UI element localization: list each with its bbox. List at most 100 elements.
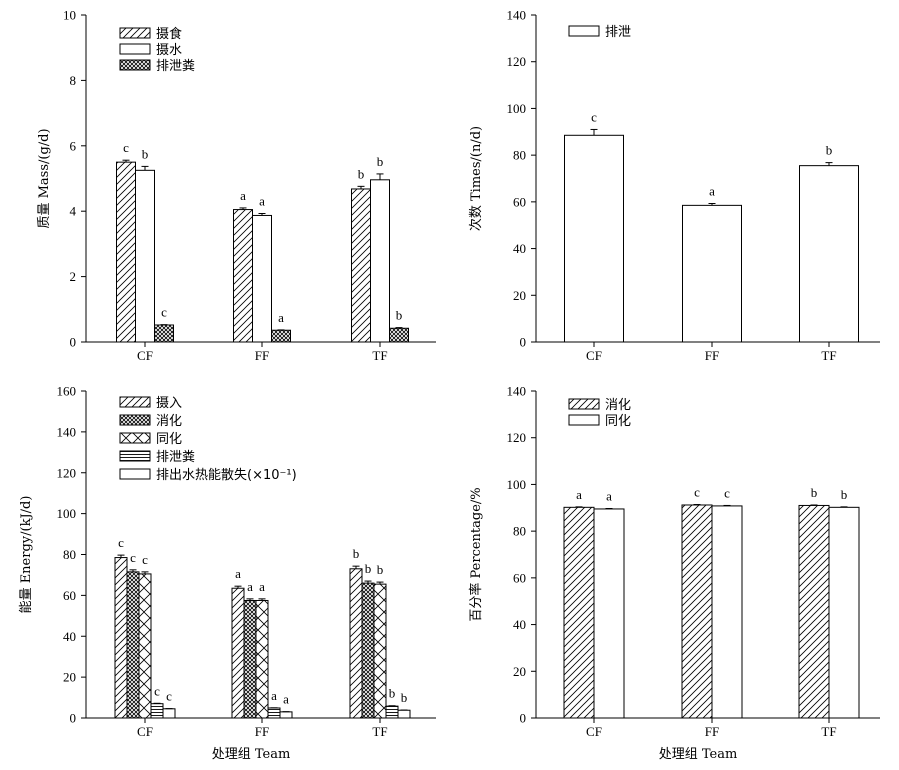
bar: [243, 599, 257, 719]
significance-label: c: [154, 683, 160, 698]
significance-label: a: [709, 183, 715, 198]
legend-label: 消化: [605, 398, 631, 413]
legend-label: 摄水: [156, 43, 182, 58]
bar: [162, 708, 176, 719]
legend-swatch: [119, 27, 151, 39]
x-tick-label: TF: [372, 348, 387, 363]
significance-label: a: [240, 188, 246, 203]
bar: [397, 709, 411, 719]
significance-label: a: [283, 692, 289, 707]
chart-panel-4: 0 20 40 60 80 100 120 140 CF FF TF 百分率 Percentage/%…: [468, 384, 880, 762]
bar: [563, 506, 595, 719]
bar: [370, 179, 390, 343]
y-tick-label: 100: [507, 477, 527, 492]
legend-swatch: [119, 468, 151, 480]
significance-label: b: [377, 562, 384, 577]
bar: [252, 214, 272, 343]
bar: [231, 587, 245, 719]
y-tick-label: 140: [57, 424, 77, 439]
bar: [267, 707, 281, 719]
legend-label: 排泄: [605, 25, 631, 40]
legend-swatch: [119, 43, 151, 55]
significance-label: b: [826, 143, 833, 158]
y-tick-label: 140: [507, 8, 527, 23]
y-tick-label: 60: [513, 194, 526, 209]
y-tick-label: 100: [57, 506, 77, 521]
y-tick-label: 0: [70, 711, 77, 726]
legend-swatch: [119, 414, 151, 426]
bar: [271, 329, 291, 343]
bar: [681, 504, 713, 719]
legend-label: 摄食: [156, 26, 182, 42]
significance-label: c: [694, 485, 700, 500]
bar: [799, 165, 859, 343]
y-tick-label: 0: [520, 335, 527, 350]
y-tick-label: 60: [63, 588, 76, 603]
bar: [682, 204, 742, 343]
significance-label: b: [377, 154, 384, 169]
legend-swatch: [568, 414, 600, 426]
y-tick-label: 40: [513, 617, 526, 632]
significance-label: b: [353, 546, 360, 561]
significance-label: c: [130, 550, 136, 565]
significance-label: b: [365, 561, 372, 576]
y-tick-label: 120: [57, 465, 77, 480]
legend-swatch: [119, 396, 151, 408]
x-tick-label: CF: [137, 724, 153, 739]
y-tick-label: 10: [63, 8, 76, 23]
legend-label: 同化: [605, 414, 631, 429]
y-tick-label: 40: [63, 629, 76, 644]
significance-label: a: [259, 579, 265, 594]
x-axis-title: 处理组 Team: [659, 747, 738, 762]
bar: [351, 188, 371, 343]
x-tick-label: FF: [705, 348, 719, 363]
legend-label: 同化: [156, 432, 182, 447]
significance-label: b: [389, 686, 396, 701]
x-tick-label: TF: [821, 724, 836, 739]
y-tick-label: 80: [513, 148, 526, 163]
legend-label: 排泄粪: [156, 59, 195, 74]
bar: [154, 324, 174, 343]
y-tick-label: 160: [57, 384, 77, 399]
significance-label: a: [259, 193, 265, 208]
y-tick-label: 60: [513, 570, 526, 585]
y-tick-label: 100: [507, 101, 527, 116]
significance-label: b: [358, 166, 365, 181]
bar: [711, 505, 743, 719]
significance-label: c: [118, 535, 124, 550]
x-tick-label: FF: [255, 724, 269, 739]
significance-label: b: [811, 485, 818, 500]
y-axis-title: 次数 Times/(n/d): [468, 126, 484, 231]
bar: [138, 573, 152, 719]
y-tick-label: 0: [520, 711, 527, 726]
legend-label: 排泄粪: [156, 450, 195, 465]
y-tick-label: 120: [507, 430, 527, 445]
significance-label: b: [396, 308, 403, 323]
y-tick-label: 2: [70, 269, 77, 284]
bar: [116, 161, 136, 343]
bar: [114, 557, 128, 719]
legend-label: 排出水热能散失(×10⁻¹): [156, 468, 297, 483]
bar: [233, 209, 253, 343]
bar: [385, 705, 399, 719]
legend-label: 消化: [156, 414, 182, 429]
y-tick-label: 120: [507, 54, 527, 69]
legend-swatch: [119, 432, 151, 444]
bar: [593, 508, 625, 719]
x-tick-label: CF: [137, 348, 153, 363]
significance-label: b: [841, 487, 848, 502]
y-axis-title: 能量 Energy/(kJ/d): [19, 496, 34, 614]
significance-label: c: [161, 305, 167, 320]
y-tick-label: 20: [513, 664, 526, 679]
y-tick-label: 80: [63, 547, 76, 562]
significance-label: c: [123, 140, 129, 155]
y-axis-title: 质量 Mass/(g/d): [37, 128, 52, 228]
significance-label: a: [576, 487, 582, 502]
legend-swatch: [119, 59, 151, 71]
x-tick-label: TF: [821, 348, 836, 363]
x-tick-label: CF: [586, 724, 602, 739]
y-tick-label: 6: [70, 138, 77, 153]
significance-label: a: [247, 579, 253, 594]
